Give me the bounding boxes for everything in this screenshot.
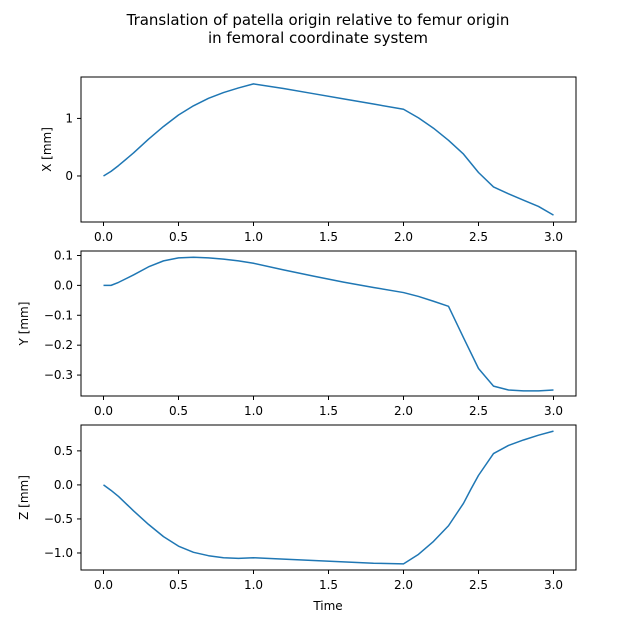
x-tick-label-x-5: 2.5 — [469, 230, 488, 244]
axes-frame-x — [80, 76, 577, 223]
x-tick-label-y-6: 3.0 — [544, 404, 563, 418]
series-line-z — [103, 430, 554, 565]
y-tick-label-z-1: 0.0 — [54, 478, 73, 492]
series-line-y — [103, 256, 554, 392]
x-tick-label-y-4: 2.0 — [394, 404, 413, 418]
y-tick-label-z-2: −0.5 — [44, 512, 73, 526]
y-axis-label-z: Z [mm] — [17, 475, 31, 520]
x-tick-label-z-3: 1.5 — [319, 578, 338, 592]
y-tick-label-y-0: 0.1 — [54, 248, 73, 262]
chart-title-line-2: in femoral coordinate system — [208, 29, 428, 47]
x-tick-label-z-2: 1.0 — [244, 578, 263, 592]
x-tick-label-x-4: 2.0 — [394, 230, 413, 244]
x-tick-label-z-1: 0.5 — [169, 578, 188, 592]
y-tick-label-y-3: −0.2 — [44, 338, 73, 352]
x-tick-label-x-1: 0.5 — [169, 230, 188, 244]
x-tick-label-z-0: 0.0 — [94, 578, 113, 592]
axes-frame-z — [80, 424, 577, 571]
x-tick-label-y-1: 0.5 — [169, 404, 188, 418]
subplot-y: 0.0 0.5 1.0 1.5 2.0 2.5 3.0 0.1 0.0 −0.1 −0.2 −0.3 Y… — [17, 248, 577, 418]
x-tick-label-z-6: 3.0 — [544, 578, 563, 592]
x-tick-label-z-5: 2.5 — [469, 578, 488, 592]
axes-frame-y — [80, 250, 577, 397]
y-tick-label-z-0: 0.5 — [54, 444, 73, 458]
chart-title-line-1: Translation of patella origin relative t… — [126, 11, 510, 29]
y-tick-label-y-2: −0.1 — [44, 308, 73, 322]
x-tick-label-x-3: 1.5 — [319, 230, 338, 244]
x-tick-label-x-2: 1.0 — [244, 230, 263, 244]
y-axis-label-x: X [mm] — [40, 127, 54, 172]
x-tick-label-y-3: 1.5 — [319, 404, 338, 418]
y-tick-label-y-1: 0.0 — [54, 278, 73, 292]
x-axis-label: Time — [312, 599, 342, 613]
x-tick-label-y-2: 1.0 — [244, 404, 263, 418]
y-axis-label-y: Y [mm] — [17, 302, 31, 347]
y-tick-label-z-3: −1.0 — [44, 546, 73, 560]
y-tick-label-x-1: 1 — [65, 111, 73, 125]
x-tick-label-x-0: 0.0 — [94, 230, 113, 244]
x-tick-label-z-4: 2.0 — [394, 578, 413, 592]
x-tick-label-y-5: 2.5 — [469, 404, 488, 418]
x-tick-label-x-6: 3.0 — [544, 230, 563, 244]
y-tick-label-x-0: 0 — [65, 169, 73, 183]
subplot-x: 0.0 0.5 1.0 1.5 2.0 2.5 3.0 0 1 X [mm] — [40, 76, 577, 244]
y-tick-label-y-4: −0.3 — [44, 368, 73, 382]
series-line-x — [103, 83, 554, 216]
subplot-z: 0.0 0.5 1.0 1.5 2.0 2.5 3.0 0.5 0.0 −0.5 −1.0 Z [mm… — [17, 424, 577, 592]
x-tick-label-y-0: 0.0 — [94, 404, 113, 418]
